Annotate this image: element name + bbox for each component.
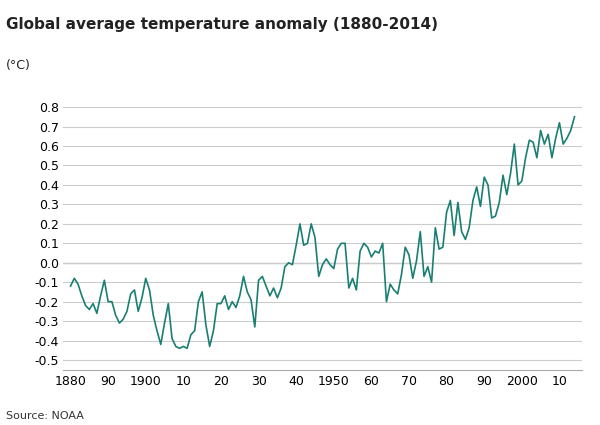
Text: Global average temperature anomaly (1880-2014): Global average temperature anomaly (1880… bbox=[6, 17, 438, 32]
Text: Source: NOAA: Source: NOAA bbox=[6, 411, 84, 421]
Text: (°C): (°C) bbox=[6, 60, 31, 73]
